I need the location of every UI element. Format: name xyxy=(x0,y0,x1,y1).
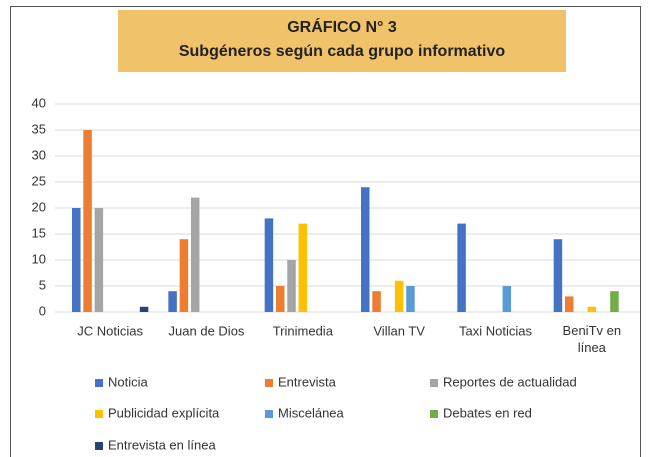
bar xyxy=(553,239,563,312)
legend-swatch xyxy=(430,379,438,387)
bar xyxy=(610,291,619,312)
chart-title: GRÁFICO N° 3 xyxy=(287,17,397,36)
bar xyxy=(94,208,104,312)
legend-label: Reportes de actualidad xyxy=(443,374,577,389)
bar xyxy=(587,306,597,312)
bar xyxy=(298,223,308,312)
x-tick-label: Taxi Noticias xyxy=(459,323,532,338)
bar xyxy=(502,286,512,312)
legend-swatch xyxy=(95,379,103,387)
bar xyxy=(179,239,189,312)
legend-swatch xyxy=(265,410,273,418)
bar xyxy=(139,306,149,312)
x-tick-label: Trinimedia xyxy=(273,323,334,338)
chart-frame xyxy=(10,6,641,457)
bar xyxy=(394,280,404,312)
legend-label: Entrevista xyxy=(278,374,337,389)
title-box xyxy=(118,10,566,72)
x-tick-label: Villan TV xyxy=(373,323,425,338)
y-tick-label: 15 xyxy=(32,225,46,240)
y-tick-label: 5 xyxy=(39,277,46,292)
x-tick-label: Juan de Dios xyxy=(169,323,245,338)
bar xyxy=(564,296,574,312)
legend-label: Entrevista en línea xyxy=(108,437,216,452)
y-tick-label: 20 xyxy=(32,199,46,214)
bar xyxy=(361,187,370,312)
bar xyxy=(287,260,296,312)
x-tick-label: JC Noticias xyxy=(77,323,143,338)
legend-swatch xyxy=(95,442,103,450)
legend-swatch xyxy=(95,410,103,418)
y-tick-label: 40 xyxy=(32,95,46,110)
chart-subtitle: Subgéneros según cada grupo informativo xyxy=(179,43,505,60)
bar xyxy=(264,218,274,312)
legend-label: Noticia xyxy=(108,374,149,389)
bar xyxy=(372,291,381,312)
x-tick-label: BeniTv en línea xyxy=(563,323,622,355)
y-tick-label: 25 xyxy=(32,173,46,188)
legend-label: Miscelánea xyxy=(278,405,345,420)
bar xyxy=(457,223,466,312)
legend-label: Publicidad explícita xyxy=(108,405,220,420)
bar xyxy=(406,286,415,312)
bar xyxy=(190,197,200,312)
y-tick-label: 30 xyxy=(32,147,46,162)
bar xyxy=(275,286,285,312)
y-tick-label: 0 xyxy=(39,303,46,318)
bar xyxy=(83,130,92,312)
legend-swatch xyxy=(265,379,273,387)
y-tick-label: 10 xyxy=(32,251,46,266)
legend-swatch xyxy=(430,410,438,418)
y-tick-label: 35 xyxy=(32,121,46,136)
bar xyxy=(168,291,177,312)
legend-label: Debates en red xyxy=(443,405,532,420)
bar xyxy=(72,208,81,312)
